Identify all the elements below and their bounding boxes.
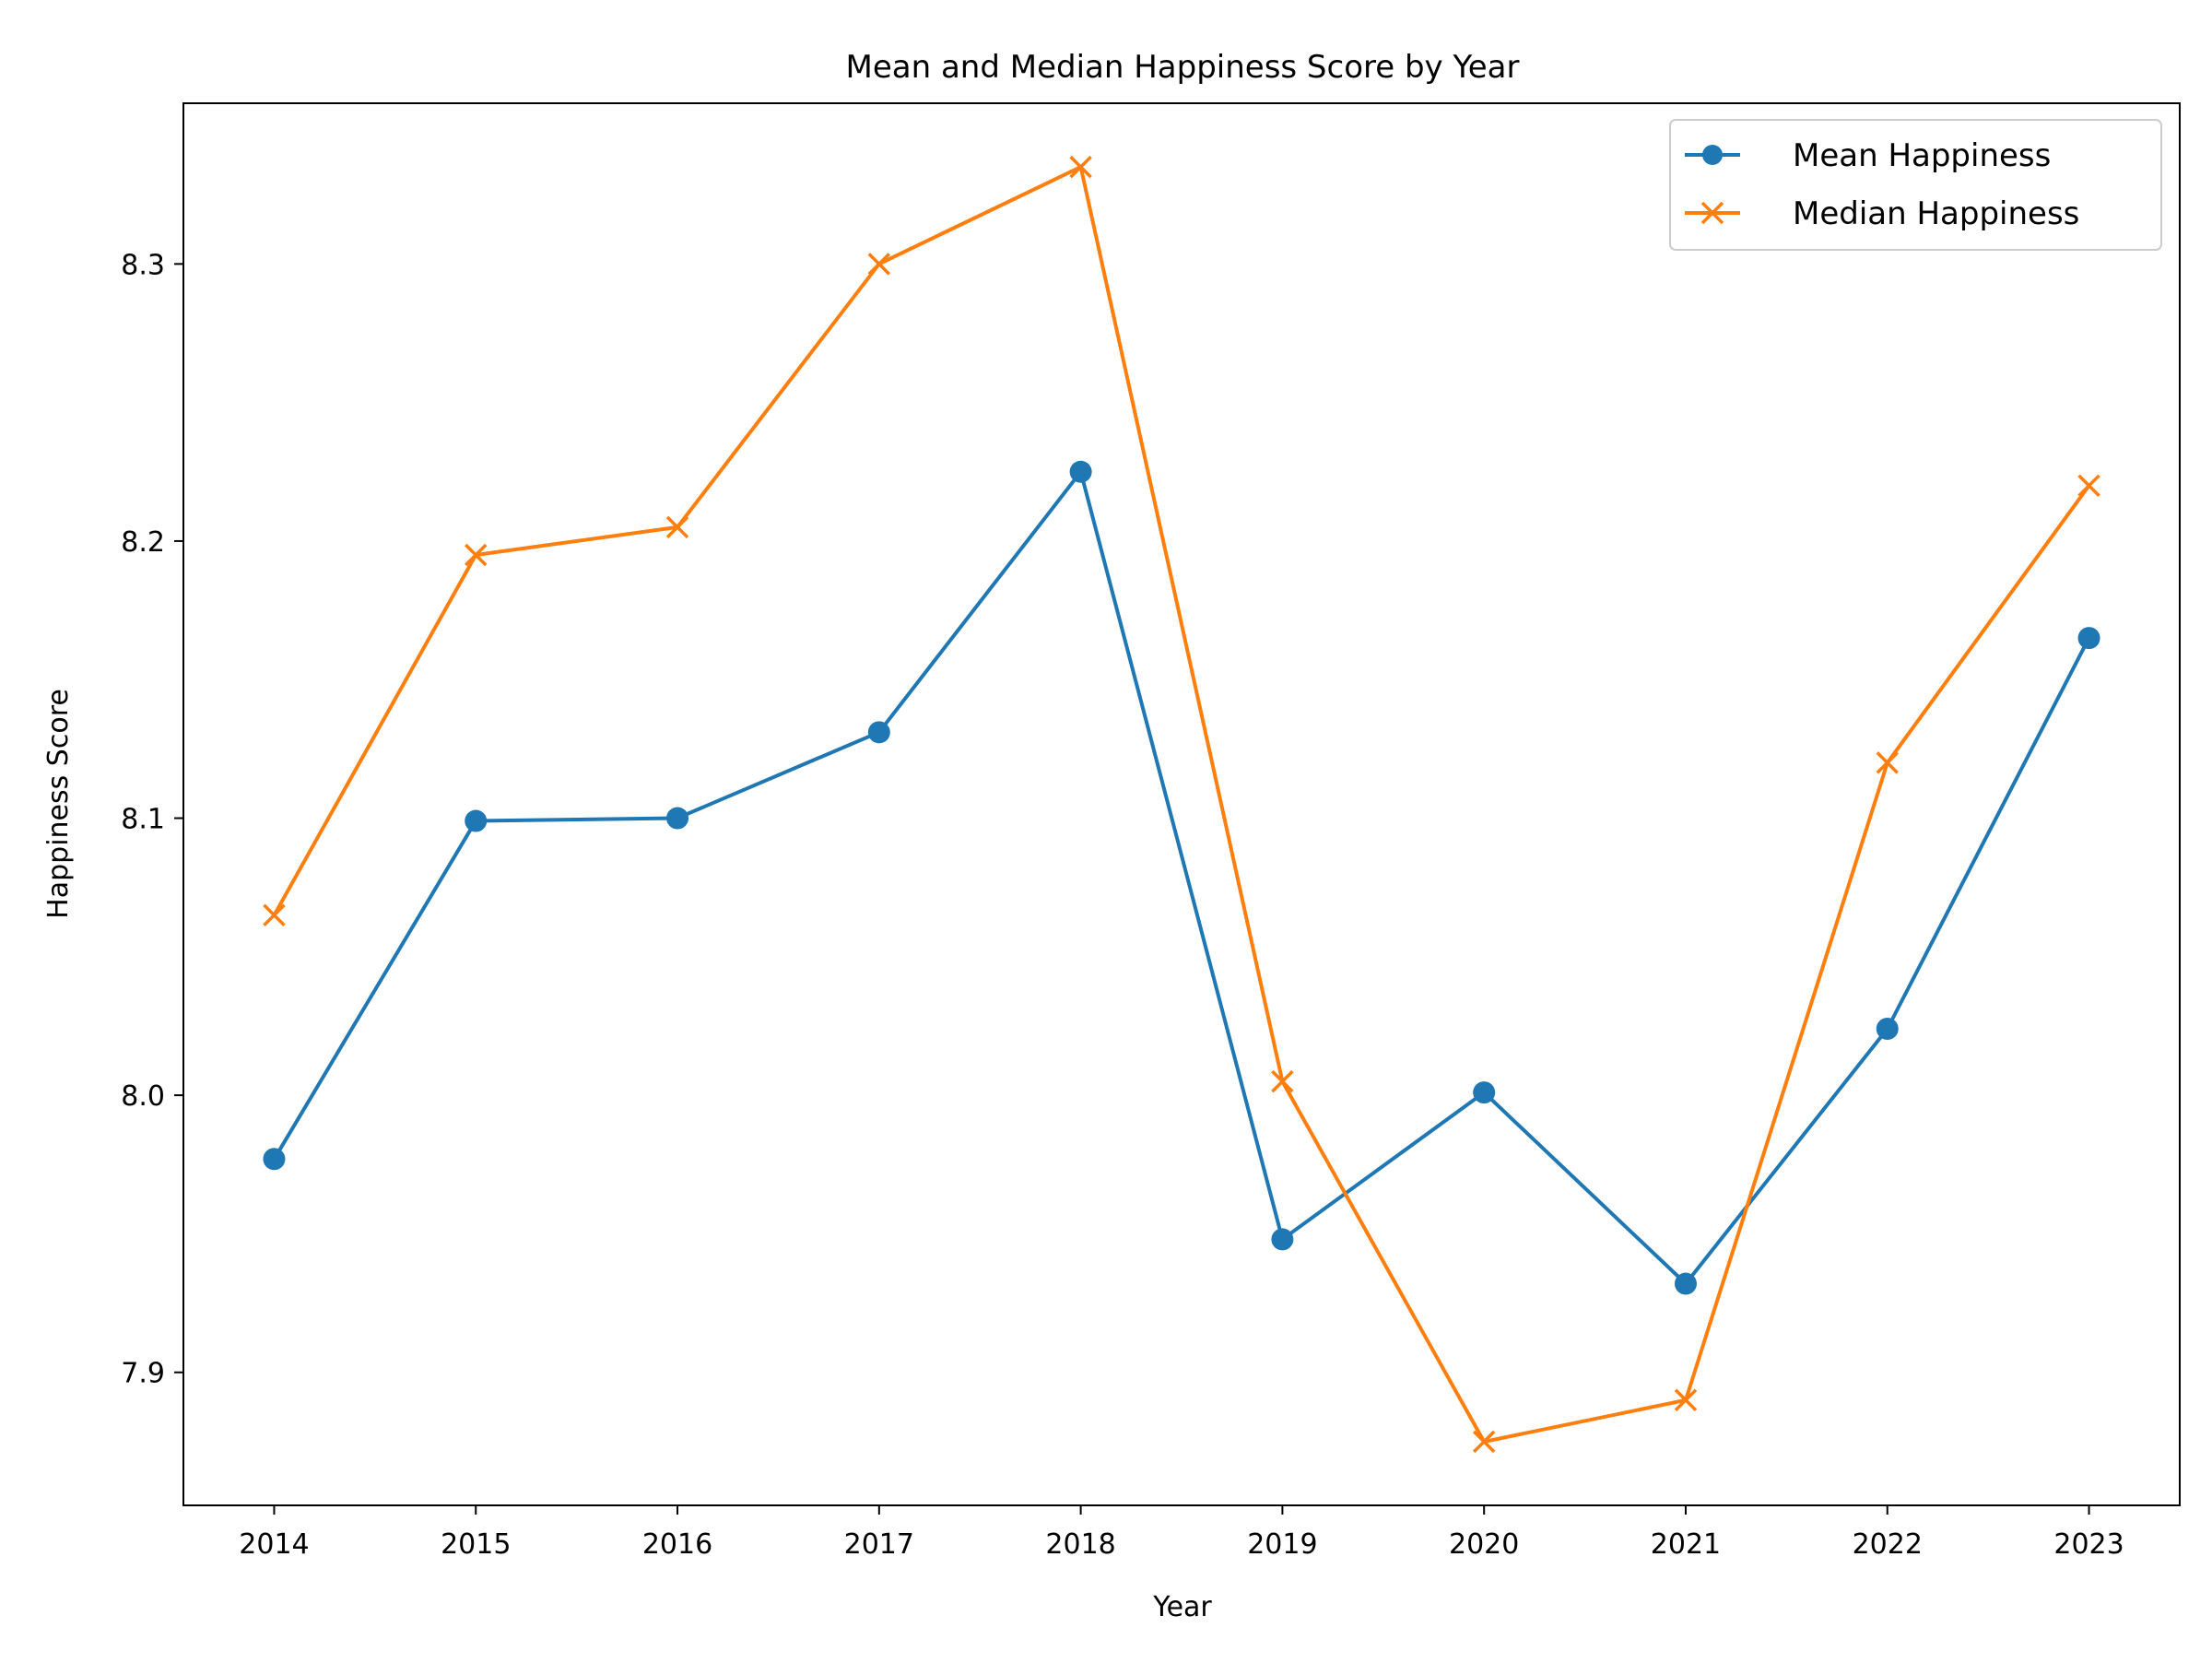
series-mean (263, 460, 2100, 1295)
chart-title: Mean and Median Happiness Score by Year (846, 49, 1520, 86)
series-median (263, 155, 2100, 1454)
y-axis-label: Happiness Score (42, 689, 75, 919)
y-tick-label: 8.2 (121, 526, 165, 559)
data-point-mean (867, 721, 890, 744)
x-tick-label: 2022 (1853, 1528, 1923, 1561)
x-tick-label: 2014 (239, 1528, 309, 1561)
data-point-median (1069, 155, 1092, 179)
series-line-median (272, 165, 2091, 1444)
data-point-median (1472, 1430, 1496, 1454)
y-tick-label: 8.3 (121, 249, 165, 281)
data-point-mean (1674, 1272, 1697, 1295)
x-tick-label: 2016 (642, 1528, 712, 1561)
x-tick-label: 2015 (441, 1528, 511, 1561)
data-point-mean (263, 1148, 286, 1171)
y-tick-label: 8.1 (121, 804, 165, 836)
x-axis-label: Year (1152, 1591, 1212, 1623)
y-tick-label: 7.9 (121, 1358, 165, 1390)
data-point-median (1271, 1069, 1294, 1093)
data-point-median (1674, 1388, 1698, 1412)
legend-box (1669, 119, 2162, 251)
x-tick-label: 2021 (1651, 1528, 1721, 1561)
data-point-median (263, 903, 286, 926)
data-point-mean (2077, 627, 2100, 650)
x-tick-label: 2018 (1045, 1528, 1115, 1561)
series-line-mean (272, 469, 2091, 1286)
data-point-mean (1069, 460, 1092, 483)
x-tick-label: 2017 (844, 1528, 914, 1561)
data-point-median (2077, 474, 2100, 498)
x-tick-label: 2023 (2053, 1528, 2124, 1561)
data-point-mean (465, 809, 488, 832)
data-point-mean (1271, 1228, 1294, 1251)
data-point-median (665, 515, 689, 539)
legend-median-marker (1700, 201, 1724, 225)
data-point-median (465, 543, 488, 567)
legend-median-label: Median Happiness (1793, 195, 2079, 232)
legend-mean-label: Mean Happiness (1793, 137, 2051, 174)
plot-frame (182, 102, 2181, 1506)
x-axis: 2014 2015 2016 2017 2018 2019 2020 2021 2022 2023 (239, 1505, 2124, 1561)
legend: Mean Happiness Median Happiness (1669, 119, 2162, 251)
y-axis: 7.9 8.0 8.1 8.2 8.3 (121, 249, 183, 1390)
y-tick-label: 8.0 (121, 1080, 165, 1113)
data-point-median (867, 253, 891, 276)
data-point-mean (666, 807, 689, 830)
x-tick-label: 2019 (1247, 1528, 1317, 1561)
data-point-mean (1876, 1017, 1899, 1040)
plot-area (263, 155, 2100, 1454)
legend-mean-marker (1702, 145, 1723, 165)
x-tick-label: 2020 (1449, 1528, 1519, 1561)
data-point-median (1876, 751, 1899, 774)
data-point-mean (1473, 1081, 1496, 1104)
